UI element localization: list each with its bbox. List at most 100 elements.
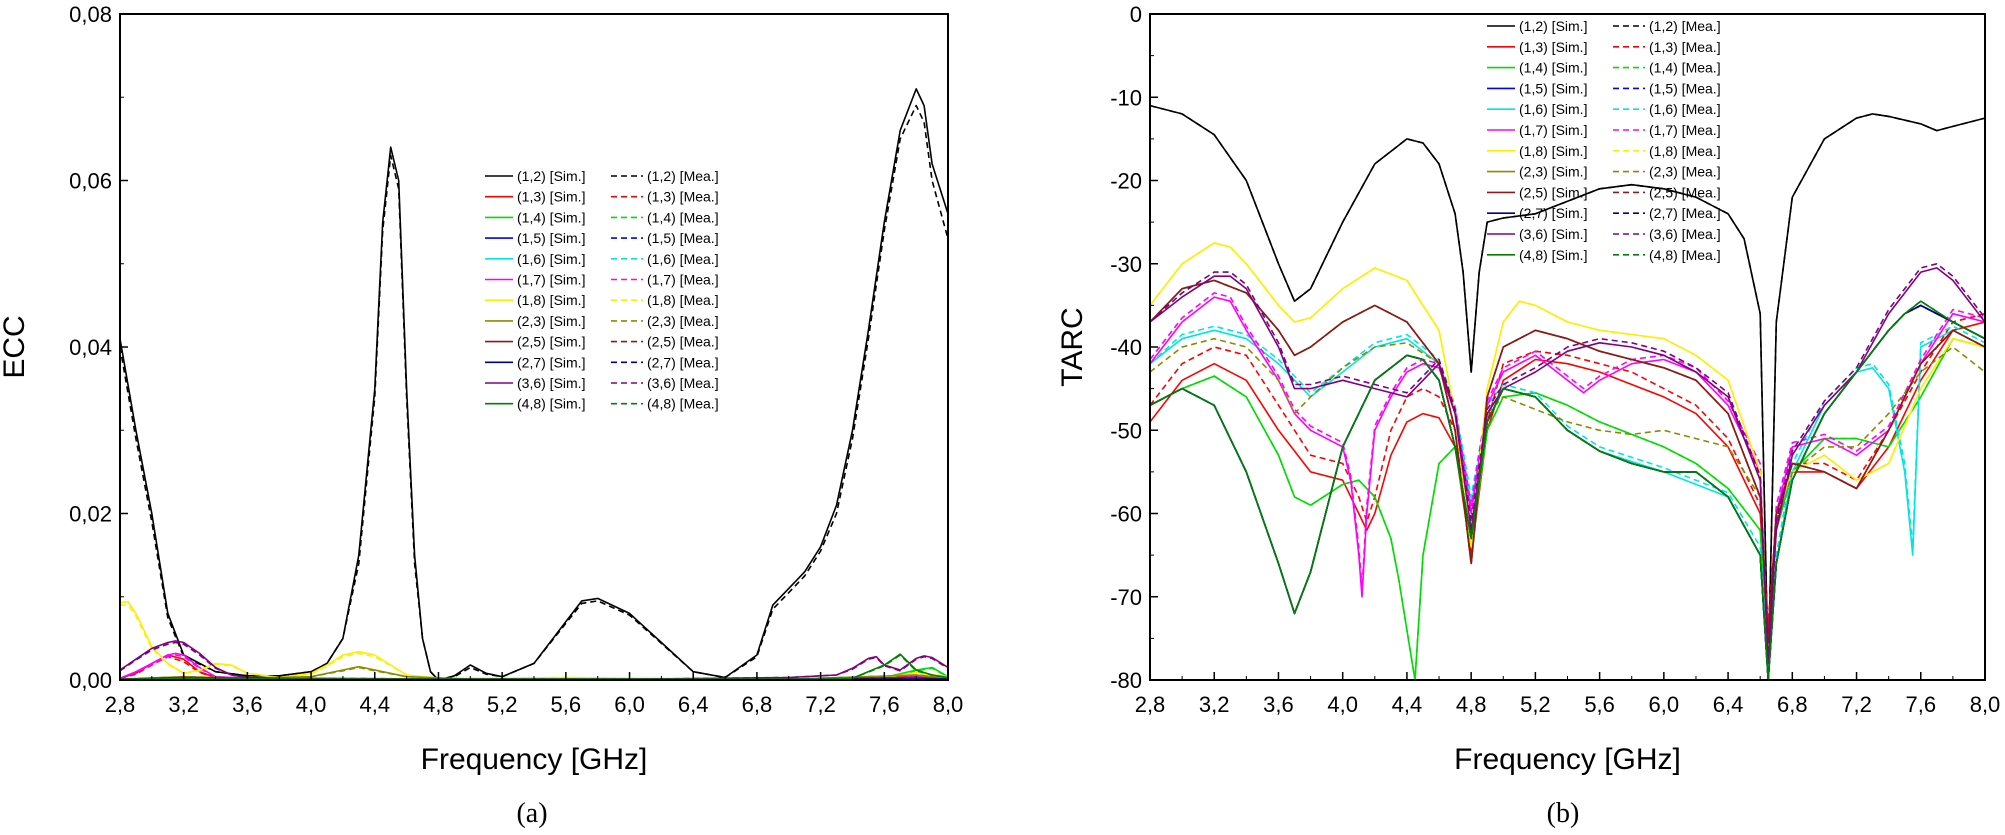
series-line-mea-2 [1150,337,1985,680]
legend-label: (1,3) [Mea.] [647,189,719,205]
y-tick-label: 0,06 [69,169,112,194]
series-line-mea-5 [1150,292,1985,656]
legend-label: (4,8) [Mea.] [647,396,719,412]
legend-label: (4,8) [Sim.] [517,396,585,412]
y-tick-label: -40 [1110,335,1142,360]
legend-label: (3,6) [Sim.] [1519,226,1587,242]
series-line-sim-1 [1150,321,1985,631]
legend-label: (1,6) [Sim.] [1519,101,1587,117]
legend-label: (1,4) [Sim.] [517,209,585,225]
series-line-sim-4 [1150,329,1985,680]
x-tick-label: 7,2 [1841,692,1872,717]
legend-label: (2,7) [Mea.] [647,354,719,370]
series-line-mea-2 [120,667,948,680]
y-tick-label: -80 [1110,668,1142,693]
y-axis-title: TARC [1056,307,1089,386]
series-line-sim-6 [120,600,948,680]
legend-label: (1,2) [Mea.] [647,168,719,184]
x-axis-title: Frequency [GHz] [1454,743,1681,776]
x-tick-label: 4,4 [359,692,390,717]
series-line-mea-4 [1150,325,1985,673]
x-tick-label: 5,6 [551,692,582,717]
y-tick-label: -70 [1110,585,1142,610]
y-tick-label: 0,04 [69,335,112,360]
series-line-mea-10 [120,641,948,680]
legend-label: (2,5) [Mea.] [1649,184,1721,200]
series-lines [1150,104,1985,680]
series-line-mea-6 [120,604,948,680]
series-line-mea-7 [1150,337,1985,640]
legend-label: (1,5) [Sim.] [1519,80,1587,96]
tarc-chart-panel: 2,8 3,2 3,6 4,0 4,4 4,8 5,2 5,6 6,0 6,4 6,8 7,2 7,6 8… [1056,2,2000,776]
legend-label: (1,5) [Mea.] [1649,80,1721,96]
legend-label: (1,4) [Sim.] [1519,60,1587,76]
y-axis-title: ECC [0,315,31,378]
x-tick-label: 7,6 [1905,692,1936,717]
x-tick-label: 6,4 [1713,692,1744,717]
series-line-mea-0 [1150,104,1985,673]
legend-label: (1,7) [Mea.] [1649,122,1721,138]
series-line-mea-6 [1150,242,1985,656]
x-tick-label: 7,6 [869,692,900,717]
x-axis-title: Frequency [GHz] [421,743,648,776]
legend-label: (1,2) [Mea.] [1649,18,1721,34]
legend-label: (1,8) [Sim.] [517,292,585,308]
legend-label: (1,8) [Mea.] [647,292,719,308]
y-tick-label: 0,02 [69,502,112,527]
legend-label: (1,4) [Mea.] [647,209,719,225]
legend-label: (1,8) [Mea.] [1649,143,1721,159]
x-tick-label: 5,6 [1584,692,1615,717]
legend-label: (1,4) [Mea.] [1649,60,1721,76]
series-line-sim-7 [1150,279,1985,640]
y-tick-label: -30 [1110,252,1142,277]
x-tick-label: 3,2 [168,692,199,717]
y-tick-label: -60 [1110,502,1142,527]
legend-label: (1,3) [Sim.] [1519,39,1587,55]
legend-label: (2,7) [Mea.] [1649,205,1721,221]
y-tick-label: 0,08 [69,2,112,27]
ecc-chart-panel: 2,8 3,2 3,6 4,0 4,4 4,8 5,2 5,6 6,0 6,4 6,8 7,2 7,6 8… [0,2,963,776]
x-tick-label: 4,4 [1392,692,1423,717]
panel-caption-b: (b) [1547,798,1580,829]
series-line-sim-10 [1150,267,1985,665]
series-line-mea-1 [1150,312,1985,623]
series-line-mea-8 [1150,279,1985,640]
series-line-sim-10 [120,640,948,680]
y-tick-label: 0,00 [69,668,112,693]
legend-label: (1,2) [Sim.] [517,168,585,184]
x-tick-label: 6,8 [1777,692,1808,717]
y-tick-label: 0 [1130,2,1142,27]
legend-label: (1,2) [Sim.] [1519,18,1587,34]
series-line-sim-8 [1150,279,1985,640]
legend-label: (2,7) [Sim.] [517,354,585,370]
legend-label: (1,3) [Sim.] [517,189,585,205]
x-tick-label: 4,8 [423,692,454,717]
x-tick-label: 6,4 [678,692,709,717]
x-tick-label: 6,0 [1649,692,1680,717]
legend-label: (1,6) [Mea.] [1649,101,1721,117]
x-tick-label: 6,8 [742,692,773,717]
series-line-mea-11 [1150,300,1985,680]
legend-label: (1,5) [Mea.] [647,230,719,246]
legend-label: (2,5) [Mea.] [647,334,719,350]
x-tick-label: 8,0 [1970,692,2001,717]
series-line-sim-0 [120,88,948,680]
series-line-mea-10 [1150,262,1985,656]
legend-label: (1,6) [Mea.] [647,251,719,267]
x-tick-label: 5,2 [1520,692,1551,717]
legend-label: (2,3) [Mea.] [647,313,719,329]
x-tick-label: 7,2 [805,692,836,717]
legend-label: (1,7) [Mea.] [647,272,719,288]
x-tick-label: 2,8 [1135,692,1166,717]
legend-label: (3,6) [Sim.] [517,375,585,391]
y-tick-label: -50 [1110,418,1142,443]
legend-label: (2,5) [Sim.] [1519,184,1587,200]
x-tick-label: 3,2 [1199,692,1230,717]
legend-label: (2,5) [Sim.] [517,334,585,350]
panel-caption-a: (a) [516,798,547,829]
legend-label: (1,3) [Mea.] [1649,39,1721,55]
x-tick-label: 6,0 [614,692,645,717]
legend-label: (2,3) [Sim.] [1519,164,1587,180]
legend: (1,2) [Sim.] (1,2) [Mea.] (1,3) [Sim.] (1,3… [485,168,719,412]
